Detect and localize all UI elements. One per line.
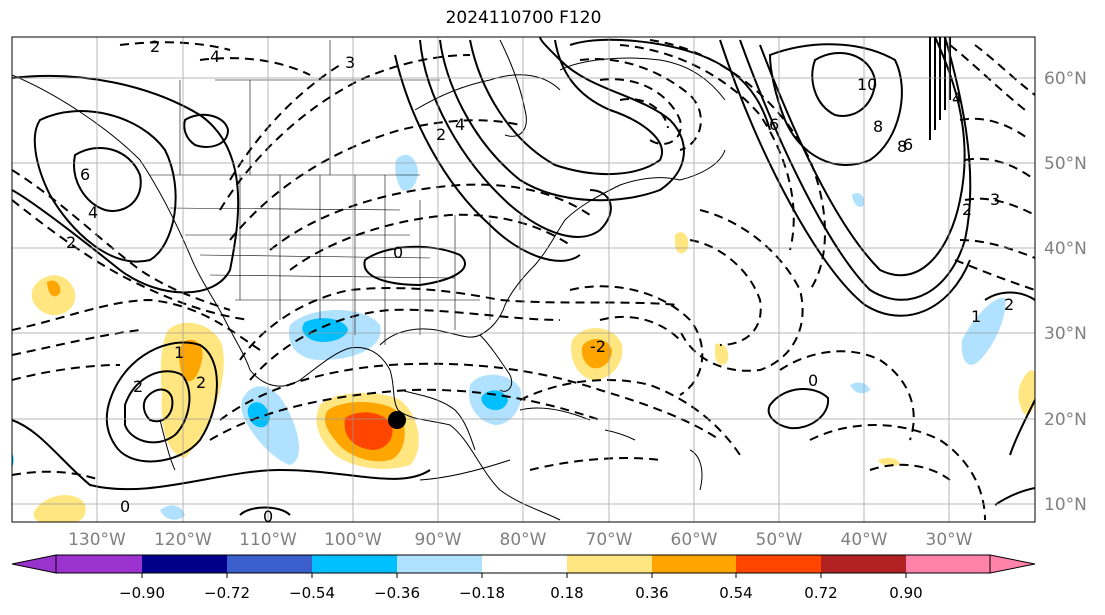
colorbar-tick-label: 0.72 (804, 584, 837, 602)
svg-text:6: 6 (769, 115, 779, 134)
colorbar-tick-label: 0.90 (889, 584, 922, 602)
colorbar-segment (821, 555, 906, 573)
svg-text:6: 6 (80, 165, 90, 184)
svg-text:2: 2 (66, 233, 76, 252)
colorbar-tick-label: 0.18 (550, 584, 583, 602)
svg-text:0: 0 (808, 371, 818, 390)
svg-text:8: 8 (873, 117, 883, 136)
svg-text:6: 6 (903, 135, 913, 154)
latitude-labels: 60°N 50°N 40°N 30°N 20°N 10°N (1044, 69, 1087, 515)
graticule (12, 37, 1035, 522)
colorbar: −0.90 −0.72 −0.54 −0.36 −0.18 0.18 0.36 … (11, 554, 1036, 602)
lon-label: 110°W (239, 530, 297, 550)
longitude-labels: 130°W 120°W 110°W 100°W 90°W 80°W 70°W 6… (68, 530, 973, 550)
colorbar-tick-label: −0.90 (119, 584, 165, 602)
colorbar-segment (397, 555, 482, 573)
svg-text:4: 4 (210, 47, 220, 66)
negative-contours (12, 39, 1035, 521)
svg-text:1: 1 (971, 307, 981, 326)
colorbar-segment (736, 555, 821, 573)
svg-text:2: 2 (150, 37, 160, 56)
lon-label: 40°W (841, 530, 888, 550)
svg-text:8: 8 (897, 137, 907, 156)
svg-text:2: 2 (436, 125, 446, 144)
coastlines (12, 39, 726, 521)
colorbar-extend-high (989, 554, 1036, 574)
lon-label: 80°W (500, 530, 547, 550)
colorbar-segment (227, 555, 312, 573)
svg-text:2: 2 (196, 373, 206, 392)
colorbar-segment (906, 555, 990, 573)
map-title: 2024110700 F120 (445, 8, 602, 28)
svg-text:4: 4 (455, 115, 465, 134)
lat-label: 30°N (1044, 324, 1087, 344)
colorbar-extend-low (11, 554, 57, 574)
svg-text:4: 4 (952, 89, 962, 108)
lon-label: 100°W (324, 530, 382, 550)
colorbar-tick-label: −0.18 (459, 584, 505, 602)
svg-text:-2: -2 (590, 337, 606, 356)
colorbar-segment (482, 555, 567, 573)
colorbar-tick-label: 0.36 (635, 584, 668, 602)
svg-text:10: 10 (857, 75, 877, 94)
lat-label: 60°N (1044, 69, 1087, 89)
lat-label: 20°N (1044, 410, 1087, 430)
svg-text:3: 3 (345, 53, 355, 72)
colorbar-tick-label: 0.54 (719, 584, 752, 602)
colorbar-segment (312, 555, 397, 573)
svg-text:2: 2 (962, 200, 972, 219)
colorbar-segment (567, 555, 652, 573)
lat-label: 50°N (1044, 154, 1087, 174)
storm-center-marker (388, 411, 406, 429)
lon-label: 60°W (671, 530, 718, 550)
colorbar-tick-label: −0.36 (374, 584, 420, 602)
map-frame (11, 36, 1036, 523)
svg-text:0: 0 (393, 243, 403, 262)
svg-text:2: 2 (1004, 295, 1014, 314)
political-borders (150, 40, 521, 345)
svg-text:3: 3 (990, 190, 1000, 209)
colorbar-segment (56, 555, 142, 573)
lat-label: 10°N (1044, 495, 1087, 515)
colorbar-segment (142, 555, 227, 573)
svg-text:2: 2 (133, 377, 143, 396)
lon-label: 130°W (68, 530, 126, 550)
lon-label: 120°W (154, 530, 212, 550)
contour-labels: 4 2 3 6 4 2 1 8 10 8 6 4 2 0 -2 3 4 1 2 … (66, 37, 1014, 526)
svg-text:0: 0 (263, 507, 273, 526)
svg-text:1: 1 (174, 343, 184, 362)
lon-label: 70°W (586, 530, 633, 550)
svg-text:4: 4 (88, 203, 98, 222)
lat-label: 40°N (1044, 239, 1087, 259)
svg-text:0: 0 (120, 497, 130, 516)
colorbar-tick-label: −0.54 (289, 584, 335, 602)
lon-label: 30°W (926, 530, 973, 550)
colorbar-segment (652, 555, 736, 573)
lon-label: 50°W (756, 530, 803, 550)
colorbar-tick-label: −0.72 (204, 584, 250, 602)
lon-label: 90°W (415, 530, 462, 550)
